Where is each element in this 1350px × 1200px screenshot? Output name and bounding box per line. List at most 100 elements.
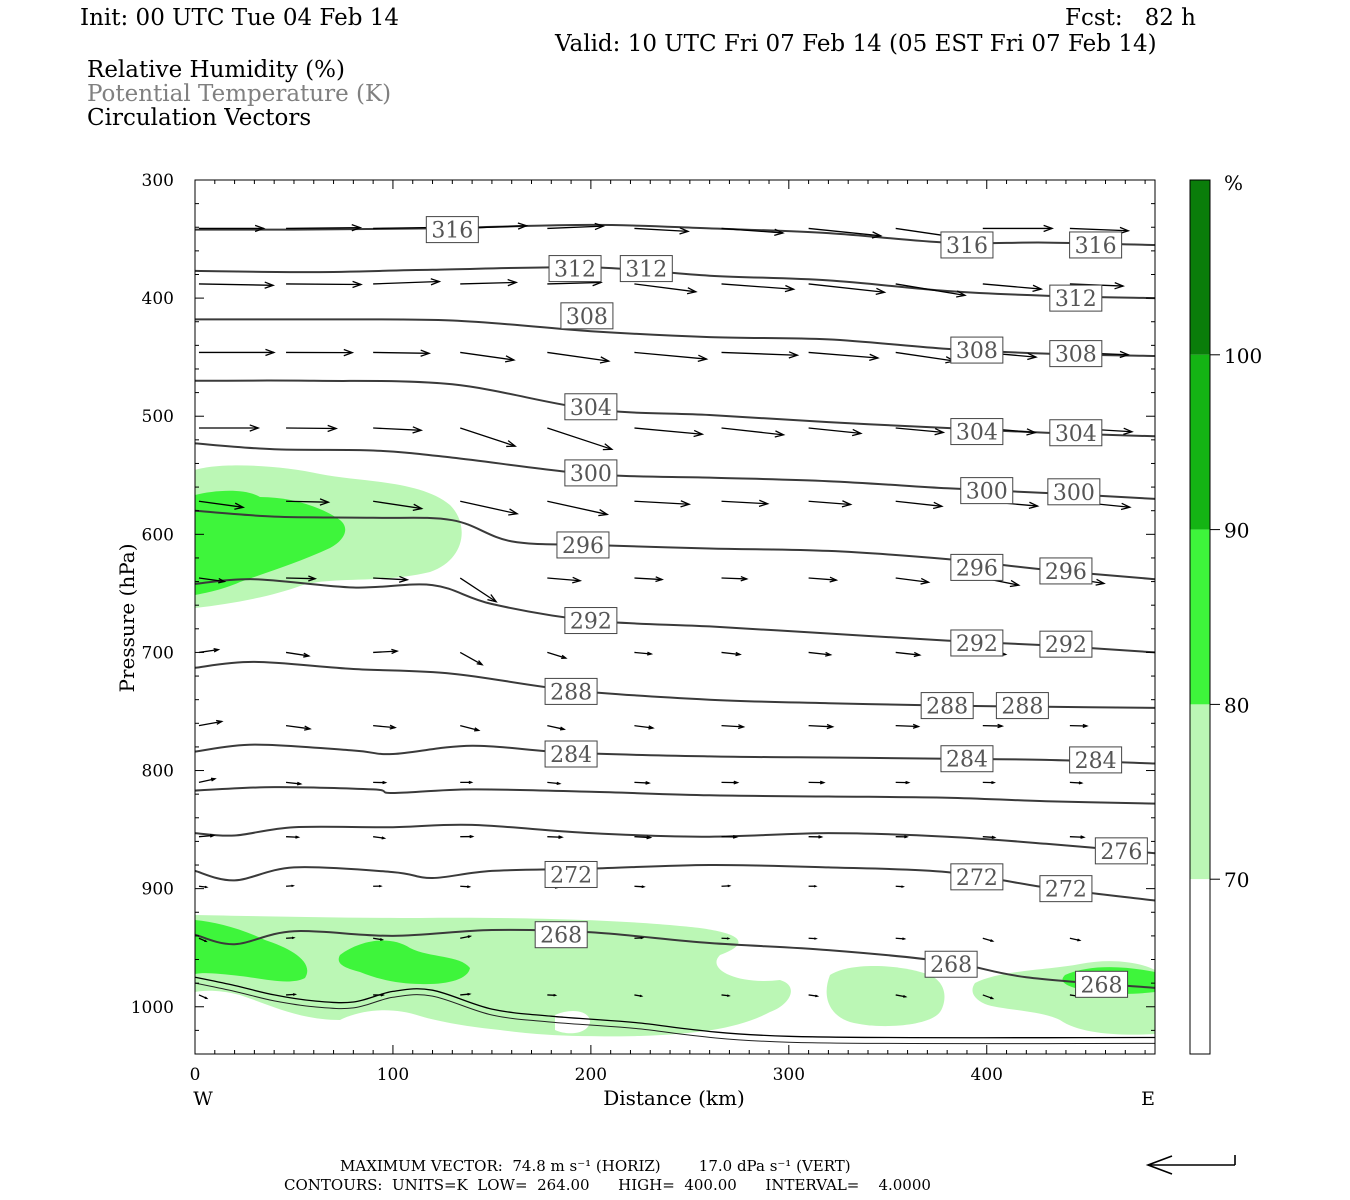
- colorbar-swatch-70-80: [1190, 704, 1210, 880]
- theta-label-box-284-2: [1069, 746, 1123, 774]
- theta-label-box-284-0: [544, 740, 598, 768]
- circulation-vector: [808, 227, 883, 239]
- theta-label-268-1: 268: [930, 953, 972, 978]
- theta-label-box-304-0: [564, 393, 618, 421]
- theta-label-box-316-2: [1069, 231, 1123, 259]
- circulation-vector: [1069, 781, 1084, 785]
- circulation-vector: [721, 427, 786, 438]
- circulation-vector: [198, 885, 209, 889]
- circulation-vector: [373, 648, 399, 655]
- circulation-vector: [634, 651, 654, 656]
- circulation-vector: [895, 780, 911, 785]
- plot-frame: [194, 179, 1156, 1055]
- valid-label: Valid: 10 UTC Fri 07 Feb 14 (05 EST Fri …: [555, 31, 1157, 57]
- circulation-vector: [198, 424, 261, 432]
- circulation-vector: [285, 725, 312, 731]
- circulation-vector: [547, 222, 606, 231]
- circulation-vector: [634, 725, 655, 730]
- theta-label-box-304-1: [950, 418, 1004, 446]
- theta-label-292-0: 292: [570, 610, 612, 635]
- theta-label-308-1: 308: [956, 339, 998, 364]
- circulation-vector: [198, 577, 227, 584]
- circulation-vector: [895, 351, 956, 364]
- circulation-vector: [198, 994, 209, 1000]
- circulation-vector: [895, 283, 967, 298]
- theta-label-box-272-0: [544, 860, 598, 888]
- theta-label-box-312-2: [1049, 284, 1103, 312]
- circulation-vector: [895, 835, 909, 839]
- colorbar-label-100: 100: [1224, 344, 1262, 368]
- theta-label-312-2: 312: [1055, 287, 1097, 312]
- theta-label-296-0: 296: [562, 534, 604, 559]
- circulation-vector: [808, 885, 818, 888]
- circulation-vector: [982, 224, 1054, 233]
- circulation-vector: [286, 424, 339, 433]
- circulation-vector: [808, 780, 826, 785]
- theta-label-272-2: 272: [1045, 878, 1087, 903]
- theta-contour-268: [195, 928, 1155, 989]
- circulation-vector: [808, 576, 839, 583]
- circulation-vector: [808, 351, 880, 362]
- circulation-vector: [373, 836, 387, 840]
- circulation-vector: [1069, 723, 1089, 728]
- circulation-vector: [373, 937, 385, 941]
- theta-contour-312: [195, 266, 1155, 300]
- circulation-vector: [373, 500, 424, 511]
- circulation-vector: [373, 278, 442, 286]
- theta-contour-308: [195, 318, 1155, 357]
- circulation-vector: [721, 283, 796, 293]
- theta-label-308-2: 308: [1055, 343, 1097, 368]
- circulation-vector: [634, 283, 698, 295]
- circulation-vector: [895, 723, 921, 729]
- circulation-vector: [634, 500, 692, 508]
- legend-rh: Relative Humidity (%): [87, 57, 345, 83]
- max-vector-label: MAXIMUM VECTOR: 74.8 m s⁻¹ (HORIZ) 17.0 …: [340, 1157, 851, 1175]
- circulation-vector: [808, 427, 863, 437]
- circulation-vector: [808, 723, 835, 730]
- circulation-vector: [286, 348, 355, 357]
- theta-label-288-1: 288: [926, 695, 968, 720]
- theta-label-box-296-0: [556, 531, 610, 559]
- circulation-vector: [721, 651, 742, 657]
- colorbar-label-70: 70: [1224, 868, 1249, 892]
- circulation-vector: [460, 780, 474, 784]
- circulation-vector: [460, 427, 517, 448]
- circulation-vector: [721, 994, 731, 997]
- y-tick-label-1000: 1000: [131, 998, 174, 1018]
- theta-label-box-316-0: [425, 216, 479, 244]
- theta-label-284-0: 284: [550, 743, 592, 768]
- theta-label-268-2: 268: [1081, 973, 1123, 998]
- theta-label-box-272-1: [950, 863, 1004, 891]
- terrain-layer: [195, 976, 1155, 1045]
- y-tick-label-600: 600: [142, 525, 174, 545]
- circulation-vector: [198, 833, 216, 838]
- circulation-vector: [721, 227, 785, 237]
- theta-label-272-1: 272: [956, 866, 998, 891]
- theta-label-300-1: 300: [966, 480, 1008, 505]
- theta-label-box-284-1: [940, 745, 994, 773]
- colorbar-label-90: 90: [1224, 519, 1249, 543]
- circulation-vector: [982, 723, 1005, 729]
- theta-label-288-0: 288: [550, 680, 592, 705]
- circulation-vector: [547, 351, 611, 364]
- theta-label-box-316-1: [940, 231, 994, 259]
- circulation-vector: [286, 936, 296, 940]
- circulation-vector: [547, 576, 583, 584]
- vector-layer: [198, 222, 1134, 1000]
- x-tick-label-300: 300: [773, 1065, 805, 1085]
- y-axis-title: Pressure (hPa): [115, 544, 139, 693]
- theta-label-box-304-2: [1049, 419, 1103, 447]
- circulation-vector: [721, 937, 731, 940]
- circulation-vector: [634, 936, 645, 940]
- circulation-vector: [373, 993, 386, 997]
- circulation-vector: [460, 834, 475, 839]
- circulation-vector: [547, 651, 568, 659]
- rh80-lower-left-area: [195, 920, 308, 982]
- theta-label-316-2: 316: [1075, 234, 1117, 259]
- theta-label-box-288-2: [995, 692, 1049, 720]
- circulation-vector: [285, 781, 303, 786]
- theta-label-box-288-0: [544, 677, 598, 705]
- circulation-vector: [895, 427, 946, 436]
- theta-contour-280: [195, 786, 1155, 805]
- theta-label-304-0: 304: [570, 396, 612, 421]
